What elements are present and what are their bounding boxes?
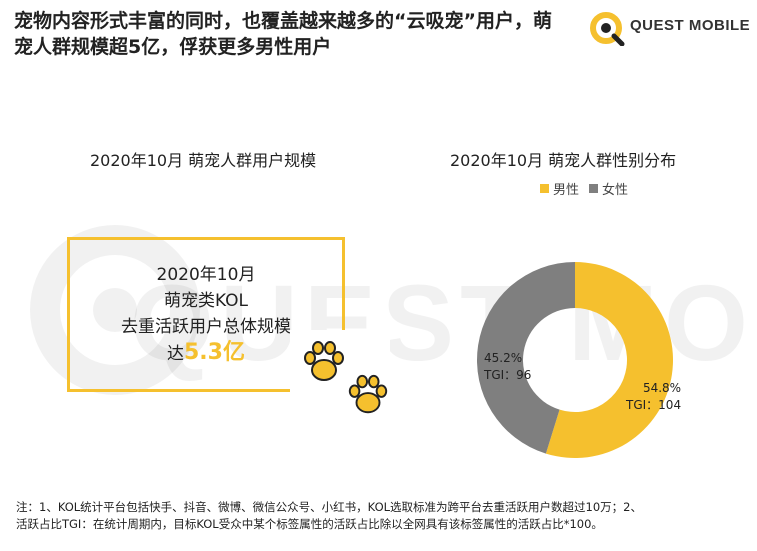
slice-female-percent: 45.2% <box>484 351 523 365</box>
paw-print-icon <box>304 341 344 381</box>
kol-box-prefix: 达 <box>167 344 184 364</box>
headline-line-2: 宠人群规模超5亿，俘获更多男性用户 <box>14 36 332 58</box>
slice-label-male: 54.8% TGI：104 <box>626 380 681 414</box>
donut-slice-male <box>545 262 673 458</box>
legend-swatch-male <box>540 184 549 193</box>
legend-label-male: 男性 <box>553 183 580 198</box>
headline-line-1: 宠物内容形式丰富的同时，也覆盖越来越多的“云吸宠”用户，萌 <box>14 10 552 32</box>
donut-slice-female <box>477 262 575 454</box>
kol-box-line-2: 萌宠类KOL <box>163 291 249 311</box>
box-corner-gap <box>290 330 390 400</box>
legend-swatch-female <box>589 184 599 193</box>
paw-print-icon <box>348 374 388 414</box>
kol-scale-text: 2020年10月 萌宠类KOL 去重活跃用户总体规模 达5.3亿 <box>70 262 342 367</box>
slice-female-tgi: TGI：96 <box>484 368 532 382</box>
right-panel-title: 2020年10月 萌宠人群性别分布 <box>450 151 677 170</box>
chart-legend: 男性 女性 <box>540 179 628 198</box>
slice-male-percent: 54.8% <box>642 381 682 395</box>
kol-box-value: 5.3 <box>184 340 223 365</box>
footnote: 注：1、KOL统计平台包括快手、抖音、微博、微信公众号、小红书，KOL选取标准为… <box>16 499 746 533</box>
logo-mark-icon <box>590 12 625 47</box>
page-headline: 宠物内容形式丰富的同时，也覆盖越来越多的“云吸宠”用户，萌 宠人群规模超5亿，俘… <box>14 8 594 60</box>
legend-item-female: 女性 <box>589 179 628 198</box>
kol-box-line-4: 达5.3亿 <box>70 340 342 367</box>
kol-box-unit: 亿 <box>222 340 245 365</box>
slice-male-tgi: TGI：104 <box>626 398 682 412</box>
slice-label-female: 45.2% TGI：96 <box>484 350 531 384</box>
quest-mobile-logo: QUEST MOBILE <box>588 10 753 47</box>
footnote-line-1: 注：1、KOL统计平台包括快手、抖音、微博、微信公众号、小红书，KOL选取标准为… <box>16 500 643 514</box>
logo-text: QUEST MOBILE <box>630 17 751 34</box>
kol-scale-box: 2020年10月 萌宠类KOL 去重活跃用户总体规模 达5.3亿 <box>67 237 345 392</box>
footnote-line-2: 活跃占比TGI：在统计周期内，目标KOL受众中某个标签属性的活跃占比除以全网具有… <box>16 517 603 531</box>
gender-donut-chart <box>477 262 673 458</box>
legend-item-male: 男性 <box>540 179 579 198</box>
kol-box-line-1: 2020年10月 <box>156 265 256 285</box>
kol-box-line-3: 去重活跃用户总体规模 <box>121 317 291 337</box>
left-panel-title: 2020年10月 萌宠人群用户规模 <box>90 151 317 170</box>
legend-label-female: 女性 <box>602 183 629 198</box>
